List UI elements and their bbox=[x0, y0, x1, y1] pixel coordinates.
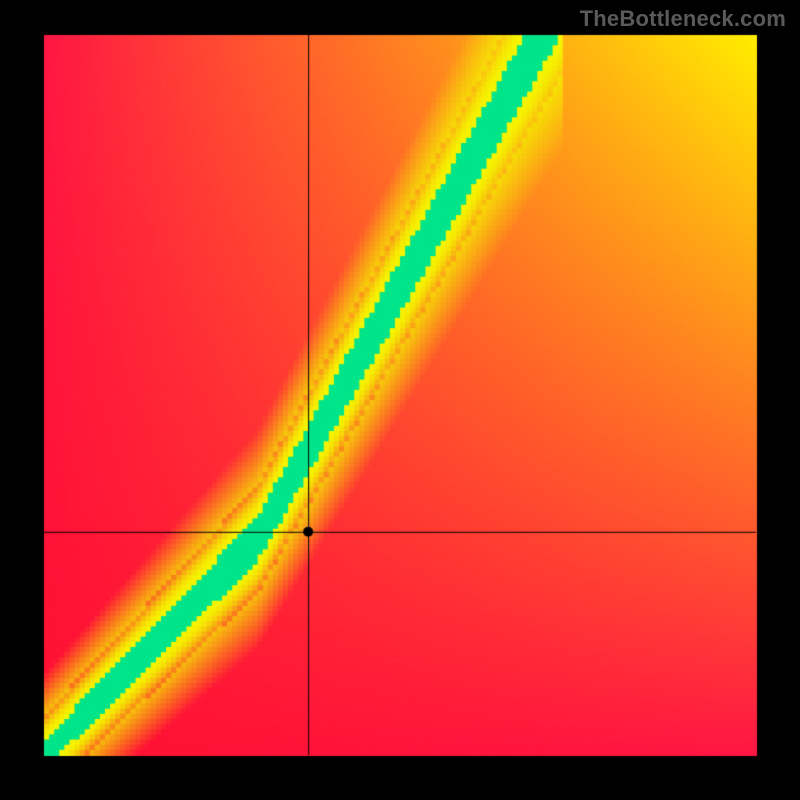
watermark-text: TheBottleneck.com bbox=[580, 6, 786, 32]
chart-container: TheBottleneck.com bbox=[0, 0, 800, 800]
bottleneck-heatmap bbox=[0, 0, 800, 800]
